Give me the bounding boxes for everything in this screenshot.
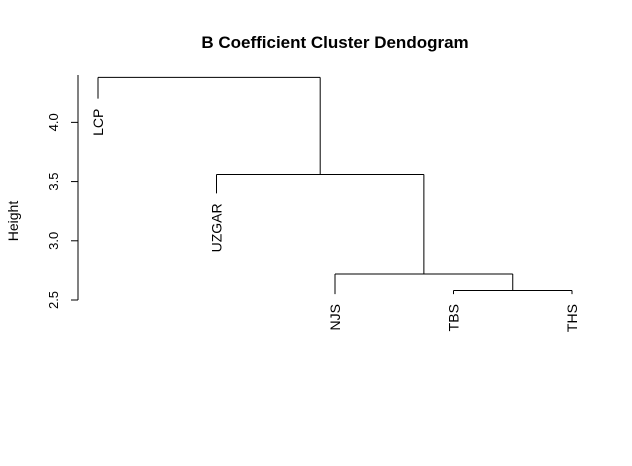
y-tick-label: 3.5 <box>46 173 61 191</box>
y-tick-label: 4.0 <box>46 113 61 131</box>
leaf-label: UZGAR <box>209 203 225 252</box>
dendrogram-tree <box>97 76 573 295</box>
leaf-label: THS <box>564 304 580 332</box>
chart-title: B Coefficient Cluster Dendogram <box>201 33 468 52</box>
y-axis: 2.5 3.0 3.5 4.0 <box>46 75 79 309</box>
leaf-label: LCP <box>90 109 106 136</box>
leaf-label: NJS <box>327 304 343 330</box>
y-tick-label: 3.0 <box>46 232 61 250</box>
leaf-labels: LCP UZGAR NJS TBS THS <box>90 109 580 332</box>
leaf-label: TBS <box>446 304 462 331</box>
y-axis-label: Height <box>5 201 21 242</box>
y-tick-label: 2.5 <box>46 291 61 309</box>
